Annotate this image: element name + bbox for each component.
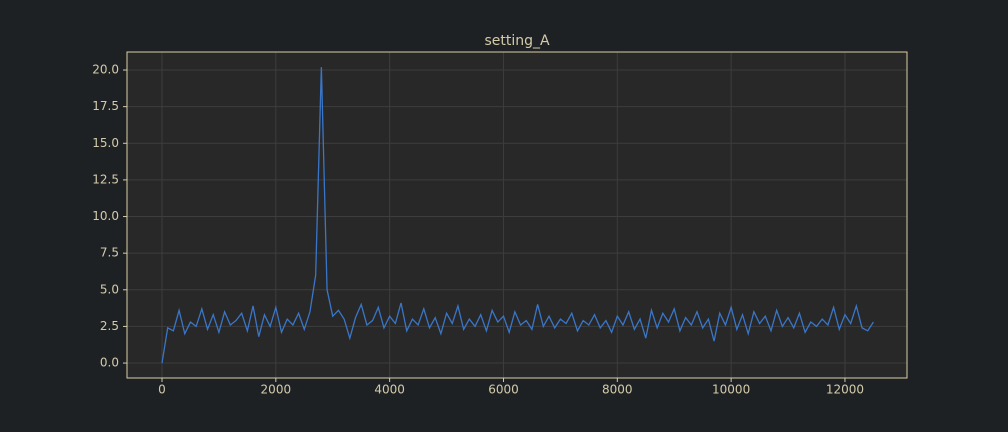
x-tick-label: 8000	[602, 383, 633, 397]
x-tick-label: 10000	[712, 383, 750, 397]
y-tick-label: 10.0	[92, 209, 119, 223]
chart-title: setting_A	[484, 33, 550, 49]
y-tick-label: 0.0	[100, 356, 119, 370]
x-tick-label: 12000	[826, 383, 864, 397]
plot-area	[127, 52, 907, 378]
y-tick-label: 17.5	[92, 99, 119, 113]
y-tick-label: 7.5	[100, 246, 119, 260]
x-tick-label: 4000	[374, 383, 405, 397]
plot-border	[126, 51, 908, 379]
x-tick-label: 6000	[488, 383, 519, 397]
x-tick-label: 2000	[261, 383, 292, 397]
y-tick-label: 12.5	[92, 172, 119, 186]
y-tick-label: 15.0	[92, 136, 119, 150]
y-tick-label: 5.0	[100, 282, 119, 296]
x-tick-label: 0	[158, 383, 166, 397]
y-tick-label: 20.0	[92, 63, 119, 77]
y-tick-label: 2.5	[100, 319, 119, 333]
data-line	[161, 67, 874, 364]
